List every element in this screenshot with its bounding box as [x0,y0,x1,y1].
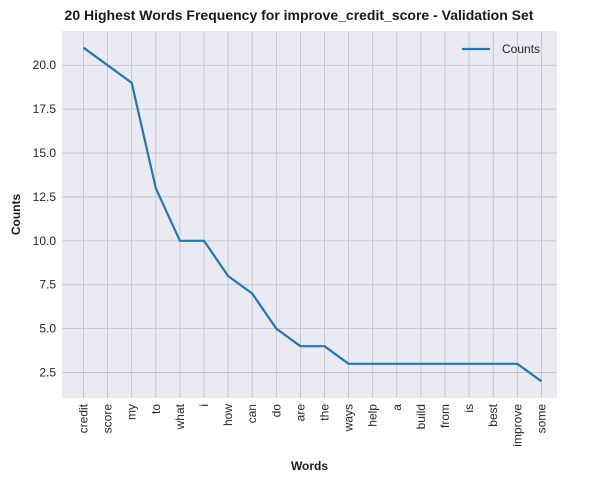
x-tick-label: some [534,404,548,434]
series-line-counts [82,46,543,383]
y-tick-label: 2.5 [39,366,56,380]
y-tick-label: 10.0 [33,234,57,248]
x-tick-label: a [390,404,404,411]
x-tick-label: build [414,404,428,429]
y-tick-label: 17.5 [33,102,57,116]
grid-lines [62,31,557,398]
x-tick-label: can [245,404,259,423]
chart-title: 20 Highest Words Frequency for improve_c… [64,7,534,23]
x-tick-label: from [438,404,452,428]
x-tick-label: improve [510,404,524,447]
x-tick-label: help [366,404,380,427]
y-tick-label: 15.0 [33,146,57,160]
y-tick-label: 5.0 [39,322,56,336]
x-tick-label: do [269,404,283,418]
x-tick-label: credit [77,403,91,433]
x-tick-label: how [221,404,235,426]
x-tick-label: what [173,403,187,430]
x-tick-label: to [149,404,163,414]
y-tick-label: 7.5 [39,278,56,292]
legend: Counts [462,42,540,56]
x-tick-label: are [293,404,307,422]
legend-label-counts: Counts [502,42,540,56]
x-tick-label: my [125,404,139,420]
y-axis-label: Counts [9,194,23,236]
x-tick-label: score [101,404,115,434]
plot-background [62,31,557,398]
x-axis-label: Words [291,459,328,473]
y-tick-label: 12.5 [33,190,57,204]
x-tick-label: the [318,404,332,421]
x-tick-label: is [462,404,476,413]
y-tick-labels: 2.5 5.0 7.5 10.0 12.5 15.0 17.5 20.0 [33,58,57,379]
x-tick-label: i [197,404,211,407]
x-tick-labels: credit score my to what i how can do are the ways he… [77,403,549,446]
x-tick-label: ways [342,404,356,432]
y-tick-label: 20.0 [33,58,57,72]
x-tick-label: best [486,403,500,426]
